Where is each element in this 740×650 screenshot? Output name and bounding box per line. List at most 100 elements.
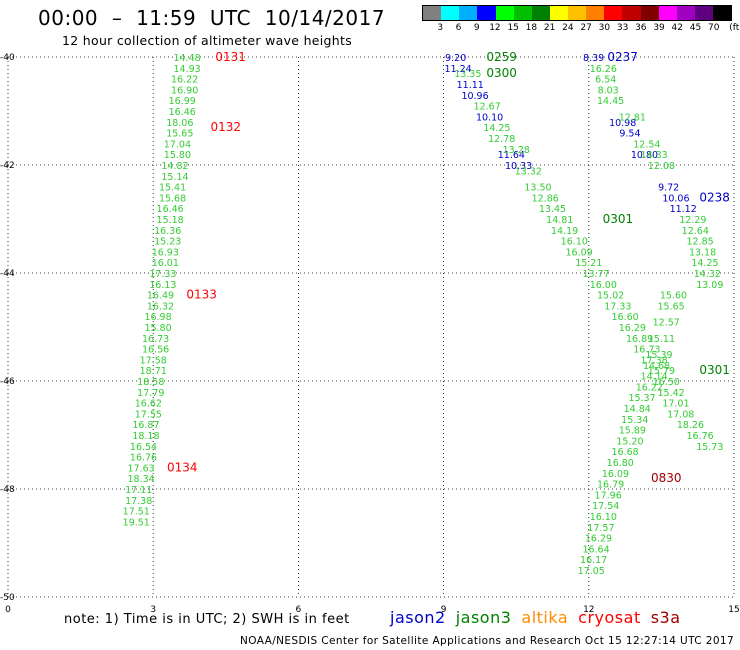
data-point-jason3: 12.64 bbox=[682, 226, 709, 237]
data-point-jason3: 16.17 bbox=[580, 555, 607, 566]
data-point-cryosat: 19.51 bbox=[123, 517, 150, 528]
data-point-cryosat: 17.38 bbox=[125, 496, 152, 507]
data-point-cryosat: 16.54 bbox=[130, 442, 157, 453]
data-point-jason3: 15.65 bbox=[657, 301, 684, 312]
satellite-legend: jason2 jason3 altika cryosat s3a bbox=[390, 608, 691, 627]
data-point-cryosat: 15.23 bbox=[154, 237, 181, 248]
data-point-jason3: 14.32 bbox=[694, 269, 721, 280]
color-scale-unit: (ft) bbox=[729, 23, 740, 33]
time-label-cryosat: 0133 bbox=[186, 288, 217, 302]
data-point-jason3: 13.09 bbox=[696, 280, 723, 291]
data-point-jason3: 16.64 bbox=[582, 544, 609, 555]
data-point-jason3: 15.42 bbox=[657, 388, 684, 399]
data-point-jason3: 17.57 bbox=[587, 523, 614, 534]
data-point-jason3: 12.08 bbox=[648, 161, 675, 172]
data-point-jason3: 13.77 bbox=[582, 269, 609, 280]
data-point-cryosat: 18.58 bbox=[137, 377, 164, 388]
data-point-cryosat: 14.93 bbox=[173, 64, 200, 75]
data-point-cryosat: 16.56 bbox=[142, 345, 169, 356]
data-point-jason2: 10.98 bbox=[609, 118, 636, 129]
data-point-jason3: 16.09 bbox=[602, 469, 629, 480]
data-point-jason3: 16.26 bbox=[590, 64, 617, 75]
data-point-jason3: 16.73 bbox=[633, 345, 660, 356]
data-point-jason2: 11.64 bbox=[498, 150, 525, 161]
data-point-cryosat: 15.80 bbox=[164, 150, 191, 161]
data-point-jason3: 14.84 bbox=[624, 404, 651, 415]
data-point-jason3: 15.60 bbox=[660, 291, 687, 302]
color-scale-label: 45 bbox=[689, 23, 702, 33]
data-point-cryosat: 17.11 bbox=[125, 485, 152, 496]
data-point-cryosat: 18.18 bbox=[132, 431, 159, 442]
data-point-cryosat: 16.01 bbox=[152, 258, 179, 269]
data-point-jason3: 15.79 bbox=[648, 366, 675, 377]
data-point-jason2: 8.39 bbox=[583, 53, 604, 64]
data-point-cryosat: 17.58 bbox=[140, 355, 167, 366]
data-point-cryosat: 15.18 bbox=[157, 215, 184, 226]
color-scale-cell bbox=[694, 6, 713, 20]
data-point-cryosat: 14.82 bbox=[161, 161, 188, 172]
data-point-jason2: 11.24 bbox=[445, 64, 472, 75]
color-scale-cell bbox=[477, 6, 496, 20]
data-point-cryosat: 16.93 bbox=[152, 247, 179, 258]
color-scale-label: 70 bbox=[708, 23, 720, 33]
color-scale-cell bbox=[568, 6, 587, 20]
data-point-jason3: 16.80 bbox=[607, 458, 634, 469]
time-label-cryosat: 0132 bbox=[211, 120, 242, 134]
time-label-s3a: 0830 bbox=[651, 471, 682, 485]
data-point-jason3: 15.11 bbox=[648, 334, 675, 345]
data-point-jason3: 16.09 bbox=[566, 247, 593, 258]
units-note: note: 1) Time is in UTC; 2) SWH is in fe… bbox=[64, 612, 350, 627]
time-label-jason3: 0301 bbox=[699, 363, 730, 377]
footer-credit: NOAA/NESDIS Center for Satellite Applica… bbox=[240, 635, 735, 647]
data-point-jason3: 8.03 bbox=[598, 85, 619, 96]
legend-entry-s3a: s3a bbox=[650, 608, 681, 627]
data-point-jason3: 12.29 bbox=[679, 215, 706, 226]
color-scale-cell bbox=[713, 6, 732, 20]
data-point-cryosat: 16.62 bbox=[135, 399, 162, 410]
data-point-jason3: 16.22 bbox=[636, 382, 663, 393]
data-point-jason3: 17.38 bbox=[641, 355, 668, 366]
data-point-jason3: 16.60 bbox=[611, 312, 638, 323]
color-scale-cell bbox=[513, 6, 532, 20]
data-point-cryosat: 15.41 bbox=[159, 183, 186, 194]
data-point-jason2: 10.96 bbox=[461, 91, 488, 102]
data-point-jason3: 12.85 bbox=[687, 237, 714, 248]
time-label-jason3: 0300 bbox=[486, 66, 517, 80]
color-scale-label: 9 bbox=[473, 23, 480, 33]
color-scale-label: 18 bbox=[525, 23, 538, 33]
y-tick-label: -46 bbox=[0, 377, 15, 387]
color-scale-label: 27 bbox=[580, 23, 592, 33]
data-point-jason3: 15.21 bbox=[575, 258, 602, 269]
chart-subtitle: 12 hour collection of altimeter wave hei… bbox=[62, 33, 353, 48]
color-scale-label: 42 bbox=[671, 23, 684, 33]
data-point-jason3: 13.28 bbox=[503, 145, 530, 156]
data-point-jason3: 14.68 bbox=[643, 361, 670, 372]
data-point-jason3: 14.14 bbox=[641, 372, 668, 383]
x-tick-label: 9 bbox=[441, 605, 447, 615]
data-point-cryosat: 17.33 bbox=[149, 269, 176, 280]
color-scale-label: 39 bbox=[653, 23, 665, 33]
color-scale-cell bbox=[604, 6, 623, 20]
data-point-jason3: 15.02 bbox=[597, 291, 624, 302]
time-label-cryosat: 0134 bbox=[167, 460, 198, 474]
time-label-jason2: 0238 bbox=[699, 190, 730, 204]
data-point-cryosat: 16.46 bbox=[157, 204, 184, 215]
data-point-jason3: 16.89 bbox=[626, 334, 653, 345]
data-point-cryosat: 16.36 bbox=[154, 226, 181, 237]
y-tick-label: -40 bbox=[0, 53, 15, 63]
color-scale-label: 36 bbox=[635, 23, 647, 33]
data-point-jason3: 12.54 bbox=[633, 139, 660, 150]
data-point-jason3: 17.33 bbox=[604, 301, 631, 312]
data-point-jason3: 16.29 bbox=[619, 323, 646, 334]
color-scale-cell bbox=[676, 6, 695, 20]
x-tick-label: 15 bbox=[728, 605, 739, 615]
data-point-jason3: 16.50 bbox=[653, 377, 680, 388]
color-scale-label: 24 bbox=[562, 23, 574, 33]
data-point-jason3: 14.33 bbox=[641, 150, 668, 161]
data-point-jason3: 13.18 bbox=[689, 247, 716, 258]
data-point-jason3: 14.19 bbox=[551, 226, 578, 237]
data-point-cryosat: 18.06 bbox=[166, 118, 193, 129]
data-point-cryosat: 18.71 bbox=[140, 366, 167, 377]
